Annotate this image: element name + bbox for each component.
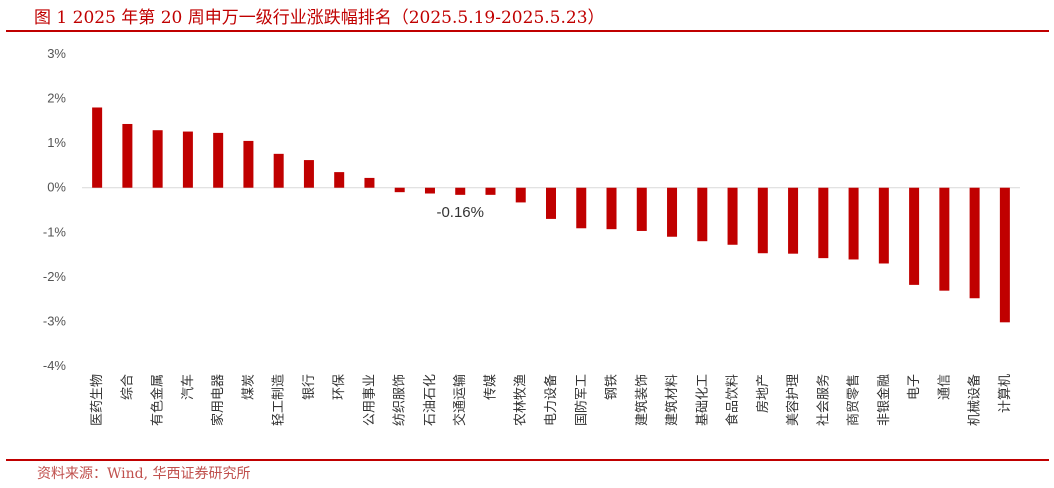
category-label: 建筑材料 [664, 374, 680, 426]
y-tick-label: 0% [47, 180, 66, 195]
bar [818, 187, 829, 259]
category-label: 钢铁 [605, 374, 620, 400]
category-label: 国防军工 [573, 374, 589, 426]
bar [727, 187, 738, 245]
bar [546, 187, 556, 219]
bar [667, 187, 678, 237]
top-divider [6, 30, 1049, 32]
y-tick-label: 1% [47, 135, 66, 150]
category-label: 房地产 [755, 374, 771, 413]
category-label: 建筑装饰 [634, 374, 650, 426]
category-label: 通信 [937, 374, 952, 400]
category-label: 食品饮料 [725, 374, 741, 426]
category-label: 纺织服饰 [393, 374, 408, 426]
y-tick-label: -3% [43, 313, 67, 328]
category-label: 综合 [120, 374, 135, 400]
category-label: 社会服务 [815, 374, 831, 426]
category-label: 非银金融 [876, 374, 892, 426]
y-tick-label: -4% [43, 358, 67, 373]
category-label: 银行 [302, 374, 317, 400]
category-label: 交通运输 [452, 374, 468, 426]
category-label: 基础化工 [695, 374, 710, 426]
category-label: 家用电器 [210, 374, 226, 426]
bar [909, 187, 920, 285]
bar [576, 187, 587, 229]
bar [152, 130, 163, 188]
bar [485, 187, 496, 195]
bar [788, 187, 799, 254]
category-label: 农林牧渔 [514, 374, 529, 426]
bar [92, 107, 103, 188]
bar [182, 131, 193, 188]
bar [999, 187, 1010, 323]
bar [424, 187, 435, 194]
bar [697, 187, 708, 242]
category-label: 电力设备 [543, 374, 559, 426]
bar-chart: 3% 2% 1% 0% -1% -2% -3% -4% 医药生物 综合 有色金属 汽车 家用电器 煤炭 轻工… [43, 46, 1020, 426]
category-label: 石油石化 [423, 374, 438, 426]
y-tick-label: -1% [43, 224, 67, 239]
bar [757, 187, 768, 254]
category-label: 美容护理 [785, 374, 801, 426]
bar [515, 187, 526, 203]
bottom-divider [6, 459, 1049, 461]
category-label: 电子 [907, 374, 922, 400]
y-tick-label: 2% [47, 91, 66, 106]
category-label: 机械设备 [967, 374, 983, 426]
bar [394, 187, 405, 193]
bar [455, 187, 466, 195]
source-note: 资料来源：Wind, 华西证券研究所 [37, 466, 251, 482]
bar [364, 177, 375, 188]
category-label: 计算机 [998, 374, 1013, 413]
bar [939, 187, 950, 291]
category-label: 汽车 [180, 374, 196, 400]
bar [334, 172, 345, 188]
y-tick-label: -2% [43, 269, 67, 284]
bar [878, 187, 889, 264]
bar [636, 187, 647, 231]
chart-title: 图 1 2025 年第 20 周申万一级行业涨跌幅排名（2025.5.19-20… [34, 8, 605, 28]
data-label: -0.16% [436, 204, 484, 221]
category-label: 有色金属 [150, 374, 166, 426]
bar [969, 187, 980, 299]
bar [243, 140, 254, 188]
bar [848, 187, 859, 260]
category-label: 商贸零售 [846, 374, 862, 426]
bar [303, 160, 314, 188]
category-label: 传媒 [483, 374, 498, 400]
category-label: 轻工制造 [272, 374, 287, 426]
y-tick-label: 3% [47, 46, 66, 61]
bar [606, 187, 617, 230]
bar [122, 123, 133, 188]
category-label: 医药生物 [90, 374, 105, 426]
category-label: 环保 [332, 374, 347, 400]
bar [213, 132, 224, 188]
category-label: 煤炭 [241, 374, 256, 400]
category-label: 公用事业 [362, 374, 377, 426]
bar [273, 153, 284, 188]
